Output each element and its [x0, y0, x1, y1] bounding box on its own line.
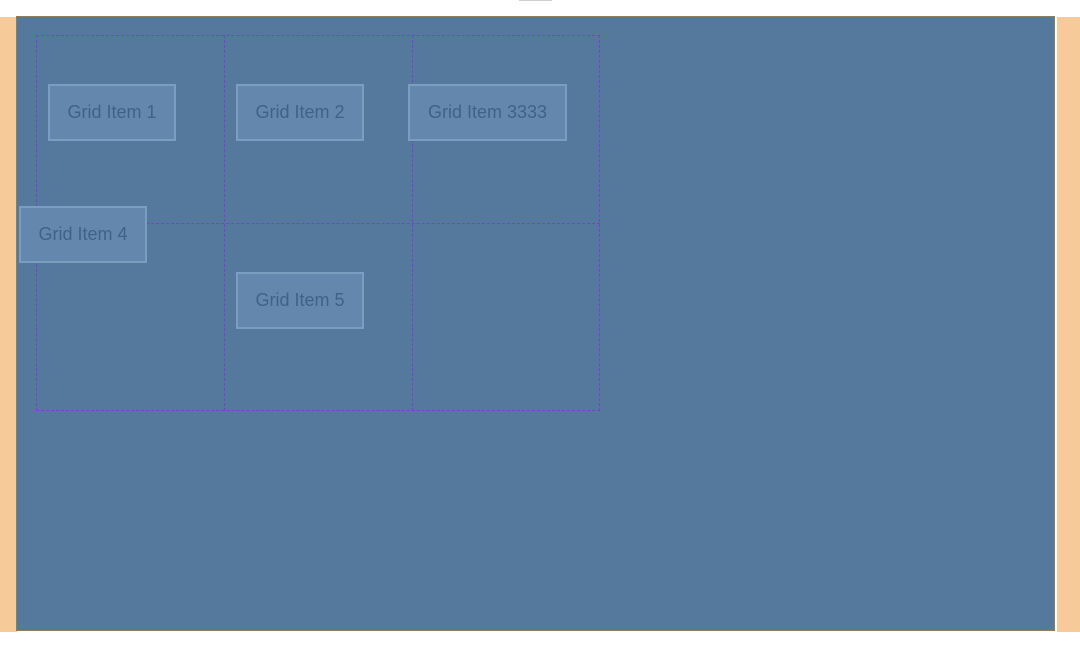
grid-row-line-top	[36, 35, 600, 36]
grid-item-1: Grid Item 1	[48, 84, 176, 141]
grid-row-line-bottom	[36, 410, 600, 411]
grid-item-3: Grid Item 3333	[408, 84, 567, 141]
grid-row-line-middle	[36, 223, 600, 224]
grid-item-5: Grid Item 5	[236, 272, 364, 329]
grid-column-line-right	[599, 35, 600, 411]
right-margin-highlight	[1057, 17, 1080, 632]
left-margin-highlight	[0, 17, 17, 632]
grid-column-line-1	[224, 35, 225, 411]
grid-item-4: Grid Item 4	[19, 206, 147, 263]
grid-item-2: Grid Item 2	[236, 84, 364, 141]
top-tab-marker	[519, 0, 552, 1]
grid-container: Grid Item 1 Grid Item 2 Grid Item 3333 G…	[16, 16, 1055, 631]
grid-column-line-2	[412, 35, 413, 411]
